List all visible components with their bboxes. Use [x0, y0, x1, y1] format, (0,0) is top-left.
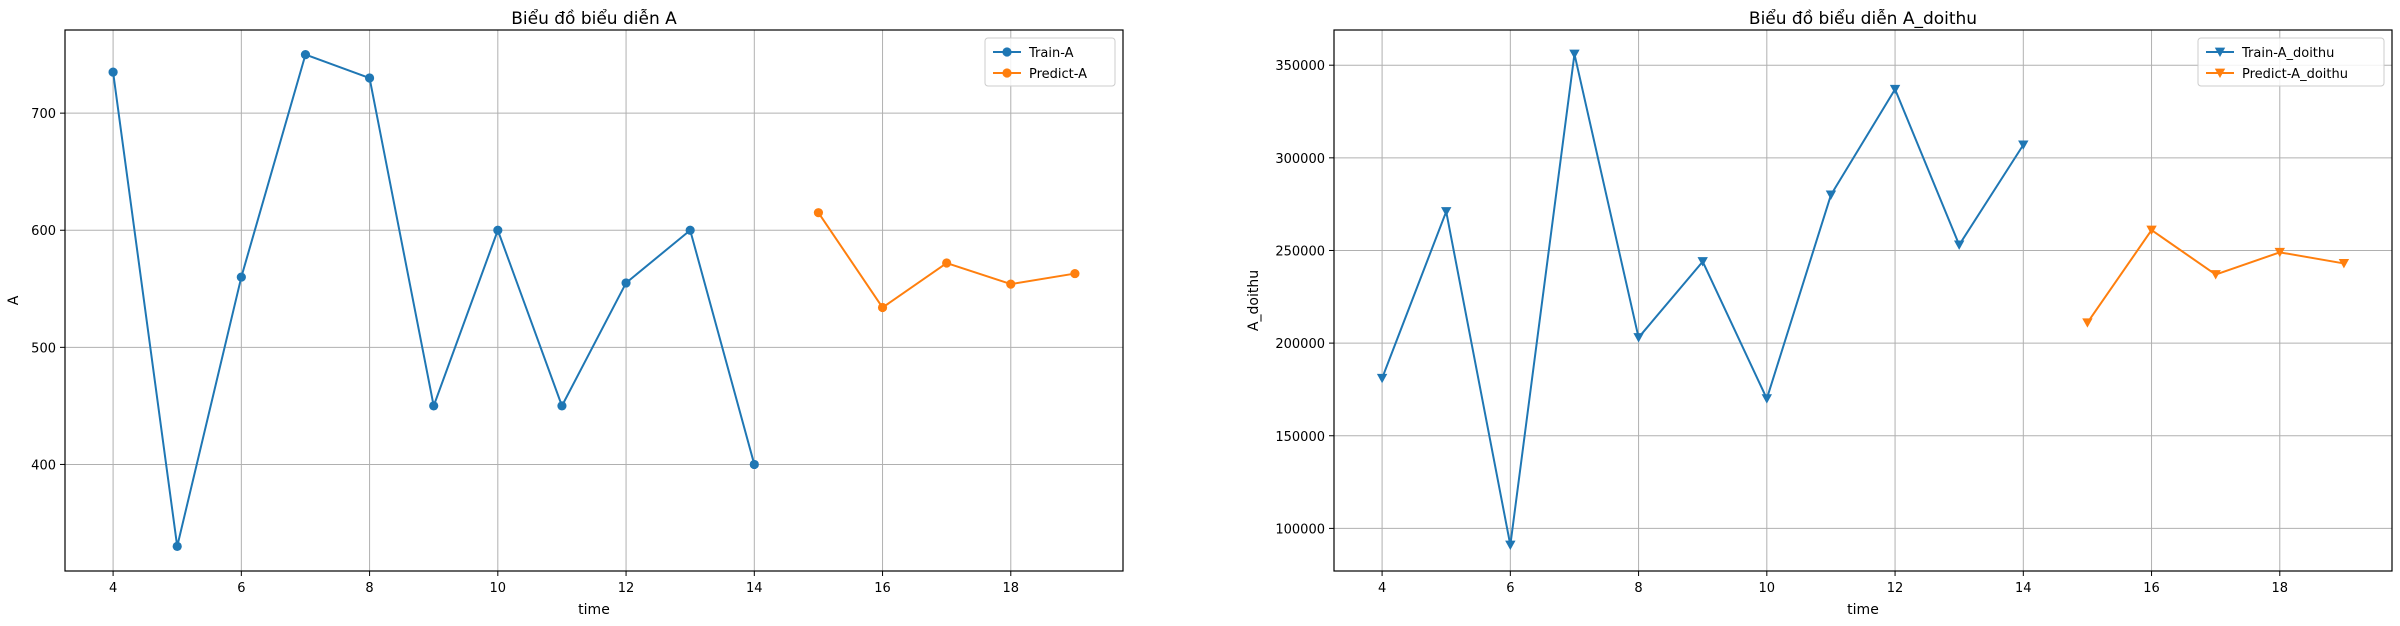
- series-predict: [813, 208, 1080, 313]
- y-tick-label: 100000: [1275, 522, 1325, 537]
- data-point: [1825, 190, 1837, 200]
- y-axis-label: A: [6, 295, 22, 305]
- data-point: [749, 459, 759, 470]
- data-point: [2338, 259, 2350, 269]
- data-point: [1569, 49, 1580, 60]
- data-point: [813, 208, 824, 218]
- legend-entry: Train-A: [993, 46, 1074, 61]
- x-tick-label: 18: [1003, 581, 1020, 596]
- data-point: [877, 302, 888, 313]
- legend-entry: Train-A_doithu: [2206, 46, 2334, 61]
- legend-box: [2197, 37, 2385, 87]
- legend-label: Predict-A: [1029, 67, 1087, 82]
- data-point: [2082, 318, 2093, 328]
- data-point: [1070, 268, 1080, 279]
- data-point: [108, 67, 118, 77]
- y-tick-label: 400: [31, 458, 56, 473]
- data-point: [1376, 373, 1388, 384]
- legend-marker: [1002, 47, 1012, 57]
- series-line: [112, 53, 756, 548]
- data-point: [1633, 333, 1644, 343]
- series-predict: [2082, 225, 2350, 328]
- legend-label: Train-A: [1028, 46, 1074, 61]
- data-point: [942, 258, 952, 268]
- data-point: [1953, 240, 1965, 250]
- legend: Train-A_doithu Predict-A_doithu: [2197, 37, 2385, 87]
- chart-title: Biểu đồ biểu diễn A_doithu: [1749, 8, 1977, 29]
- legend: Train-A Predict-A: [984, 37, 1116, 87]
- x-tick-label: 4: [1378, 581, 1386, 596]
- data-point: [1441, 207, 1452, 217]
- data-point: [1505, 540, 1516, 551]
- y-axis-label: A_doithu: [1246, 270, 1262, 331]
- plot-frame: [64, 29, 1124, 572]
- data-point: [493, 225, 503, 235]
- legend-entry: Predict-A: [993, 67, 1087, 82]
- data-point: [1006, 279, 1016, 289]
- data-point: [557, 401, 567, 411]
- y-tick-label: 150000: [1275, 430, 1325, 445]
- data-point: [1697, 257, 1708, 267]
- y-tick-label: 300000: [1275, 152, 1325, 167]
- data-point: [300, 49, 311, 60]
- legend-label: Train-A_doithu: [2241, 46, 2334, 61]
- x-tick-label: 18: [2272, 581, 2289, 596]
- chart-a-doithu: 4 6 8 10 12 14 16 18 100000 150000 200000 250000 300…: [1246, 8, 2393, 618]
- y-tick-label: 600: [31, 224, 56, 239]
- x-tick-label: 8: [365, 581, 373, 596]
- data-point: [2274, 247, 2285, 258]
- chart-title: Biểu đồ biểu diễn A: [511, 8, 677, 29]
- y-tick-label: 700: [31, 107, 56, 122]
- chart-a: 4 6 8 10 12 14 16 18 400 500 600 700 Biểu đồ biểu di…: [6, 8, 1124, 618]
- data-point: [2018, 140, 2029, 150]
- data-point: [685, 225, 695, 235]
- y-tick-label: 250000: [1275, 244, 1325, 259]
- y-tick-label: 200000: [1275, 337, 1325, 352]
- x-tick-label: 12: [618, 581, 635, 596]
- y-tick-label: 500: [31, 341, 56, 356]
- x-tick-label: 14: [2015, 581, 2032, 596]
- legend-label: Predict-A_doithu: [2242, 67, 2348, 82]
- legend-marker: [2214, 47, 2226, 57]
- series-train: [108, 49, 759, 552]
- data-point: [2210, 270, 2221, 280]
- x-tick-label: 16: [874, 581, 891, 596]
- data-point: [1889, 84, 1901, 95]
- grid: [1334, 30, 2392, 571]
- legend-marker: [2214, 68, 2226, 78]
- y-tick-label: 350000: [1275, 59, 1325, 74]
- plot-frame: [1333, 29, 2393, 572]
- x-tick-label: 12: [1887, 581, 1904, 596]
- x-tick-label: 16: [2143, 581, 2160, 596]
- x-tick-label: 14: [746, 581, 763, 596]
- x-tick-label: 10: [1759, 581, 1776, 596]
- legend-entry: Predict-A_doithu: [2206, 67, 2348, 82]
- data-point: [236, 272, 246, 282]
- x-tick-label: 6: [237, 581, 245, 596]
- x-axis-label: time: [578, 602, 610, 618]
- data-point: [429, 401, 439, 411]
- data-point: [172, 541, 182, 552]
- x-tick-label: 8: [1634, 581, 1642, 596]
- x-axis-label: time: [1847, 602, 1879, 618]
- data-point: [364, 73, 375, 83]
- legend-marker: [1002, 68, 1012, 78]
- x-tick-label: 4: [109, 581, 117, 596]
- x-tick-label: 6: [1506, 581, 1514, 596]
- data-point: [1761, 394, 1773, 404]
- series-line: [1381, 53, 2025, 547]
- data-point: [621, 278, 631, 288]
- data-point: [2146, 225, 2157, 236]
- series-train: [1376, 49, 2029, 551]
- grid: [65, 30, 1123, 571]
- x-tick-label: 10: [490, 581, 507, 596]
